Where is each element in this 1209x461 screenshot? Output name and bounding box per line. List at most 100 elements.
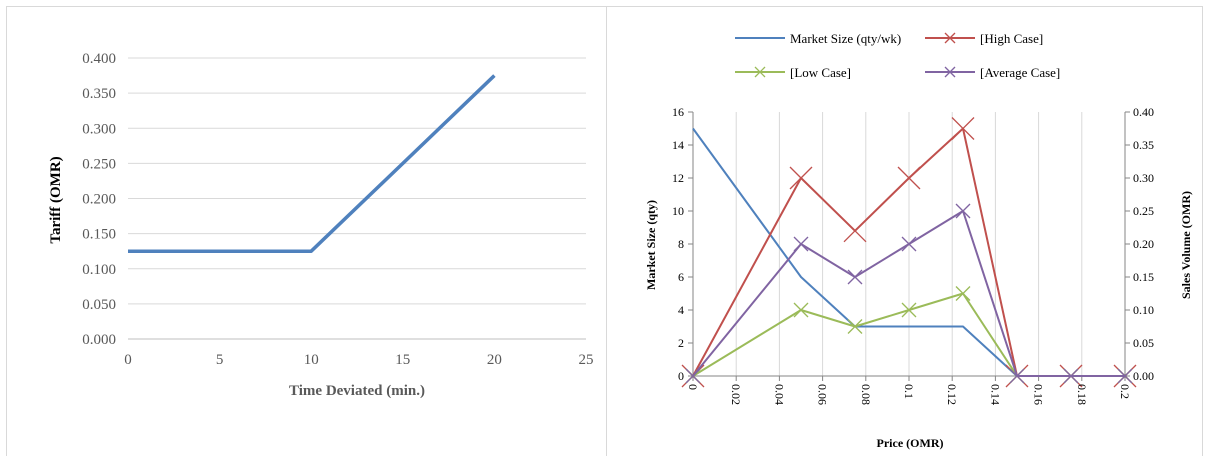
- y-axis-label-left: Market Size (qty): [644, 200, 658, 290]
- marker-stroke: [1117, 368, 1133, 384]
- market-size-chart: Market Size (qty/wk) [High Case] [Low Case…: [644, 31, 1193, 450]
- legend: Market Size (qty/wk) [High Case] [Low Case…: [735, 31, 1060, 80]
- y-tick-label-left: 12: [672, 171, 684, 185]
- y-tick-label-left: 4: [678, 303, 684, 317]
- marker-stroke: [847, 269, 863, 285]
- y-tick-label-right: 0.05: [1133, 336, 1154, 350]
- data-point-marker: [847, 319, 863, 334]
- x-tick-label: 0.18: [1075, 384, 1089, 405]
- data-point-marker: [901, 302, 917, 318]
- legend-marker: [944, 32, 956, 44]
- y-tick-label: 0.000: [82, 332, 116, 348]
- panel-divider: [606, 6, 607, 456]
- marker-stroke: [685, 368, 701, 384]
- tariff-chart: 0.000 0.050 0.100 0.150 0.200 0.250 0.300 0.350…: [48, 51, 594, 399]
- y-tick-label-left: 14: [672, 138, 684, 152]
- marker-stroke: [901, 236, 917, 252]
- y-tick-label: 0.050: [82, 297, 116, 313]
- x-tick-label: 0.08: [859, 384, 873, 405]
- y-tick-label: 0.200: [82, 192, 116, 208]
- data-point-marker: [955, 286, 971, 301]
- marker-stroke: [754, 66, 766, 78]
- y-tick-label-right: 0.10: [1133, 303, 1154, 317]
- y-tick-label-right: 0.40: [1133, 105, 1154, 119]
- marker-stroke: [901, 302, 917, 318]
- legend-marker: [754, 66, 766, 78]
- tariff-series-line: [128, 74, 496, 253]
- marker-stroke: [944, 66, 956, 78]
- data-point-marker: [1117, 368, 1133, 384]
- y-tick-label-right: 0.30: [1133, 171, 1154, 185]
- y-tick-label-right: 0.00: [1133, 369, 1154, 383]
- y-tick-label-right: 0.15: [1133, 270, 1154, 284]
- marker-stroke: [944, 32, 956, 44]
- x-tick-label: 0.2: [1118, 384, 1132, 399]
- marker-stroke: [843, 219, 867, 243]
- marker-stroke: [955, 286, 971, 301]
- legend-label: [High Case]: [980, 31, 1043, 46]
- y-tick-label-left: 6: [678, 270, 684, 284]
- y-axis-label-right: Sales Volume (OMR): [1179, 191, 1193, 299]
- x-tick-label: 0.12: [945, 384, 959, 405]
- data-point-marker: [955, 203, 971, 219]
- x-tick-label: 0: [124, 352, 132, 368]
- data-point-marker: [789, 166, 813, 190]
- x-axis-label: Time Deviated (min.): [289, 383, 425, 399]
- data-point-marker: [897, 166, 921, 190]
- legend-item: [Low Case]: [735, 65, 851, 80]
- x-tick-label: 0.04: [772, 384, 786, 405]
- figure-border-left: [6, 6, 7, 456]
- x-tick-label: 0.1: [902, 384, 916, 399]
- x-tick-label: 25: [579, 352, 594, 368]
- tariff-chart-panel: 0.000 0.050 0.100 0.150 0.200 0.250 0.300 0.350…: [0, 0, 606, 456]
- data-point-marker: [951, 117, 975, 140]
- y-tick-label: 0.250: [82, 156, 116, 172]
- y-tick-label-left: 16: [672, 105, 684, 119]
- marker-stroke: [1063, 368, 1079, 384]
- market-size-chart-panel: Market Size (qty/wk) [High Case] [Low Case…: [607, 0, 1209, 456]
- y-tick-label: 0.100: [82, 262, 116, 278]
- y-tick-label: 0.350: [82, 86, 116, 102]
- data-point-marker: [901, 236, 917, 252]
- x-tick-label: 5: [216, 352, 224, 368]
- figure-border-right: [1202, 6, 1203, 456]
- y-tick-label-left: 0: [678, 369, 684, 383]
- x-tick-label: 0.16: [1032, 384, 1046, 405]
- y-tick-label: 0.400: [82, 51, 116, 67]
- y-tick-label-right: 0.20: [1133, 237, 1154, 251]
- marker-stroke: [897, 166, 921, 190]
- y-tick-label-right: 0.35: [1133, 138, 1154, 152]
- x-tick-label: 20: [487, 352, 502, 368]
- legend-label: [Average Case]: [980, 65, 1060, 80]
- data-point-marker: [1009, 368, 1025, 384]
- legend-item: [High Case]: [925, 31, 1043, 46]
- legend-item: [Average Case]: [925, 65, 1060, 80]
- data-point-marker: [793, 236, 809, 252]
- x-tick-label: 0.14: [988, 384, 1002, 405]
- marker-stroke: [847, 319, 863, 334]
- x-tick-label: 10: [304, 352, 319, 368]
- x-tick-label: 0: [686, 384, 700, 390]
- data-point-marker: [685, 368, 701, 384]
- data-point-marker: [1063, 368, 1079, 384]
- y-tick-label-right: 0.25: [1133, 204, 1154, 218]
- series-line-3: [692, 210, 1125, 377]
- x-tick-label: 15: [395, 352, 410, 368]
- marker-stroke: [955, 203, 971, 219]
- y-axis-label: Tariff (OMR): [48, 156, 64, 243]
- x-tick-label: 0.06: [816, 384, 830, 405]
- y-tick-label-left: 2: [678, 336, 684, 350]
- marker-stroke: [793, 302, 809, 318]
- x-tick-label: 0.02: [729, 384, 743, 405]
- legend-label: Market Size (qty/wk): [790, 31, 901, 46]
- y-tick-label-left: 10: [672, 204, 684, 218]
- y-tick-label: 0.300: [82, 121, 116, 137]
- data-point-marker: [847, 269, 863, 285]
- figure-border-top: [6, 6, 1203, 7]
- marker-stroke: [1009, 368, 1025, 384]
- legend-label: [Low Case]: [790, 65, 851, 80]
- y-tick-label-left: 8: [678, 237, 684, 251]
- legend-marker: [944, 66, 956, 78]
- marker-stroke: [951, 117, 975, 140]
